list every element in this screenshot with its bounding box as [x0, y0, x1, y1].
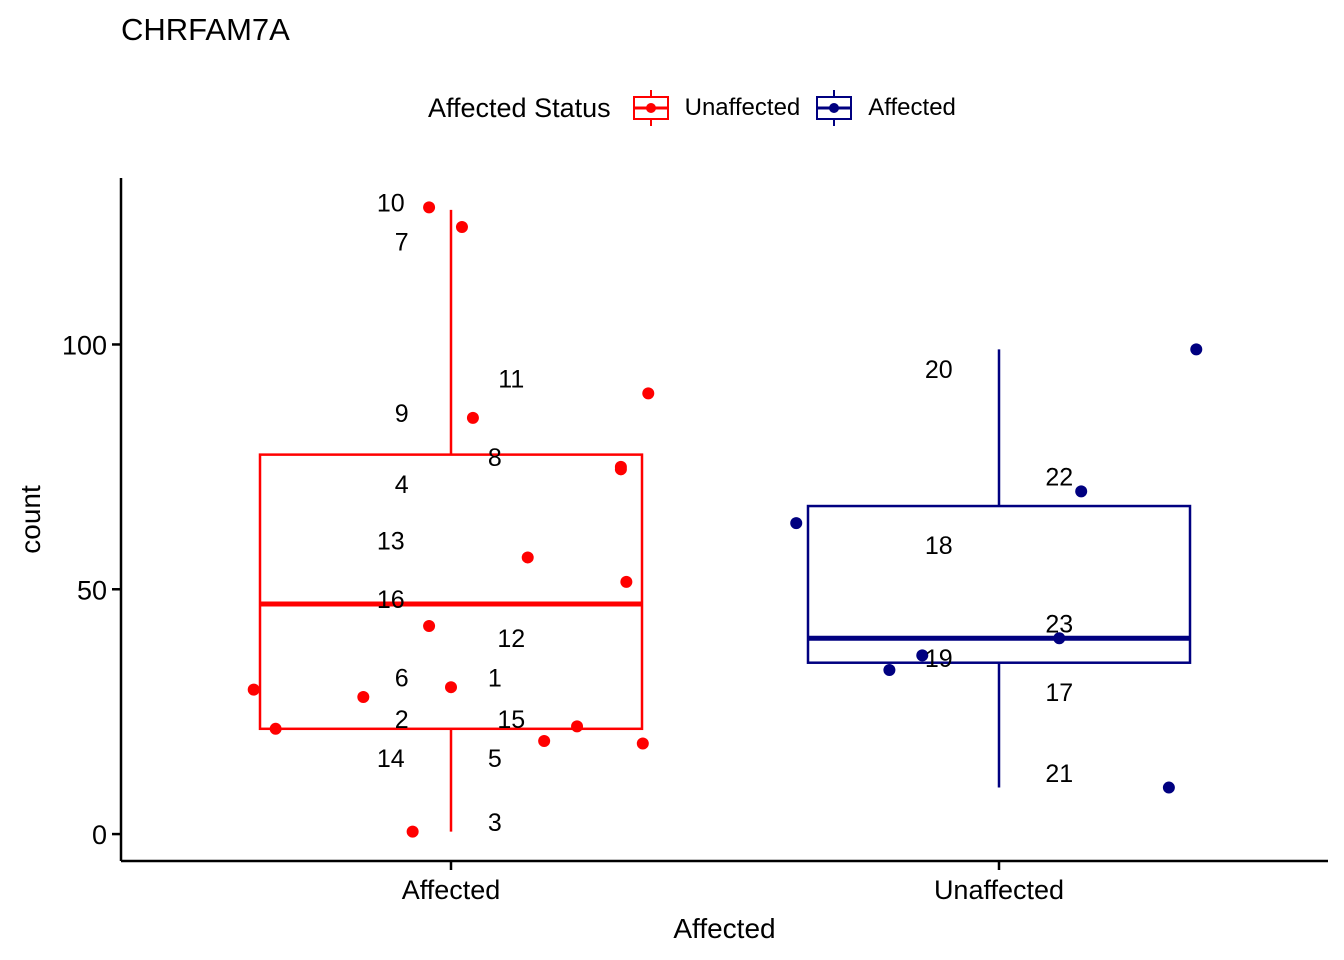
- legend-key-affected: [816, 90, 853, 126]
- box-unaffected: [806, 504, 1192, 664]
- point-label: 6: [395, 664, 409, 692]
- legend-label-unaffected: Unaffected: [684, 94, 801, 121]
- data-point: [466, 411, 479, 424]
- point-label: 20: [925, 356, 953, 384]
- data-point: [423, 619, 436, 632]
- data-point: [636, 737, 649, 750]
- point-label: 7: [395, 229, 409, 257]
- point-label: 11: [498, 366, 524, 394]
- point-label: 8: [488, 444, 502, 472]
- point-label: 3: [488, 809, 502, 837]
- data-point: [247, 683, 260, 696]
- chart-title: CHRFAM7A: [121, 12, 290, 47]
- point-label: 22: [1045, 464, 1073, 492]
- y-axis-label: count: [15, 485, 46, 554]
- data-point: [538, 735, 551, 748]
- x-tick-label: Affected: [402, 875, 501, 905]
- data-point: [883, 664, 896, 677]
- point-label: 13: [377, 527, 405, 555]
- point-label: 5: [488, 745, 502, 773]
- data-point: [916, 649, 929, 662]
- point-label: 12: [497, 625, 525, 653]
- data-point: [445, 681, 457, 694]
- point-label: 18: [925, 532, 953, 560]
- point-label: 21: [1045, 760, 1073, 788]
- data-point: [571, 720, 584, 733]
- y-tick-label: 0: [92, 820, 107, 850]
- data-point: [1190, 343, 1203, 356]
- point-label: 2: [395, 706, 409, 734]
- legend-item-unaffected: Unaffected: [631, 88, 801, 128]
- data-point: [423, 201, 436, 214]
- data-point: [357, 690, 370, 703]
- y-tick-label: 50: [77, 575, 107, 605]
- point-label: 17: [1045, 679, 1073, 707]
- point-label: 4: [395, 471, 409, 499]
- point-label: 10: [377, 189, 405, 217]
- data-point: [1162, 781, 1175, 794]
- point-label: 15: [497, 706, 525, 734]
- data-point: [455, 220, 468, 233]
- legend-label-affected: Affected: [868, 94, 956, 121]
- data-point: [269, 722, 282, 735]
- x-axis-label: Affected: [673, 913, 775, 944]
- box-affected: [258, 453, 644, 731]
- data-point: [1075, 485, 1088, 498]
- data-point: [620, 575, 633, 588]
- legend-title: Affected Status: [428, 92, 611, 123]
- point-label: 16: [377, 586, 405, 614]
- legend-item-affected: Affected: [814, 88, 956, 128]
- data-point: [790, 517, 803, 530]
- point-label: 19: [925, 645, 953, 673]
- point-label: 9: [395, 400, 409, 428]
- legend-key-unaffected: [632, 90, 669, 126]
- point-label: 23: [1045, 611, 1073, 639]
- x-tick-label: Unaffected: [934, 875, 1064, 905]
- point-label: 1: [488, 664, 502, 692]
- data-point: [642, 387, 655, 400]
- point-label: 14: [377, 745, 405, 773]
- legend: Affected Status Unaffected Affected: [428, 88, 970, 128]
- data-point: [1053, 632, 1066, 645]
- data-point: [406, 825, 419, 838]
- data-point: [521, 551, 534, 564]
- y-tick-label: 100: [62, 330, 107, 360]
- data-point: [614, 463, 627, 476]
